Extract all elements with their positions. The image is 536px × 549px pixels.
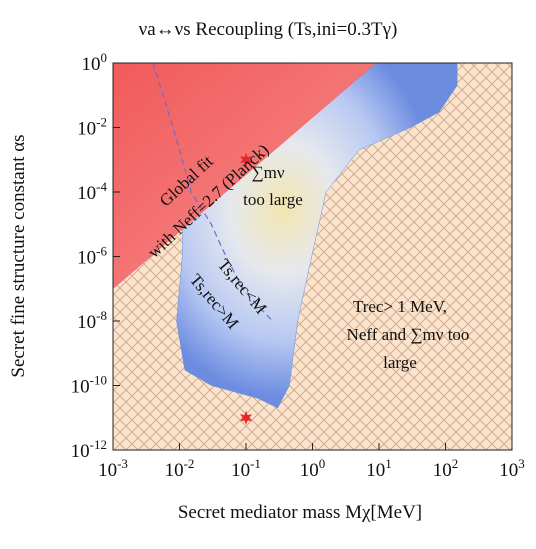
annotation: too large: [243, 190, 303, 209]
boundary-line: [152, 63, 273, 322]
annotation: ∑mν: [251, 163, 284, 182]
y-tick-label: 10-12: [71, 437, 107, 462]
y-tick-label: 10-6: [77, 244, 107, 269]
region: [113, 63, 377, 290]
star-point: [239, 152, 253, 167]
annotation: Neff and ∑mν too: [347, 325, 470, 344]
annotation: large: [383, 353, 417, 372]
x-tick-label: 10-1: [231, 456, 261, 481]
x-axis-label: Secret mediator mass Mχ[MeV]: [178, 502, 422, 523]
y-axis-label: Secret fine structure constant αs: [8, 134, 29, 377]
x-tick-label: 102: [433, 456, 459, 481]
chart-title: νa↔νs Recoupling (Ts,ini=0.3Tγ): [139, 19, 398, 40]
y-tick-label: 10-8: [77, 308, 107, 333]
x-tick-label: 10-2: [165, 456, 195, 481]
annotation: Trec> 1 MeV,: [353, 297, 447, 316]
y-tick-label: 100: [82, 50, 108, 75]
y-tick-label: 10-2: [77, 115, 107, 140]
y-tick-label: 10-4: [77, 179, 107, 204]
frame: [112, 62, 513, 451]
y-tick-label: 10-10: [71, 373, 107, 398]
x-tick-label: 101: [366, 456, 392, 481]
star-point: [239, 410, 253, 425]
plot-area: [113, 63, 458, 425]
x-tick-label: 103: [499, 456, 525, 481]
x-tick-label: 10-3: [98, 456, 128, 481]
x-tick-label: 100: [300, 456, 326, 481]
